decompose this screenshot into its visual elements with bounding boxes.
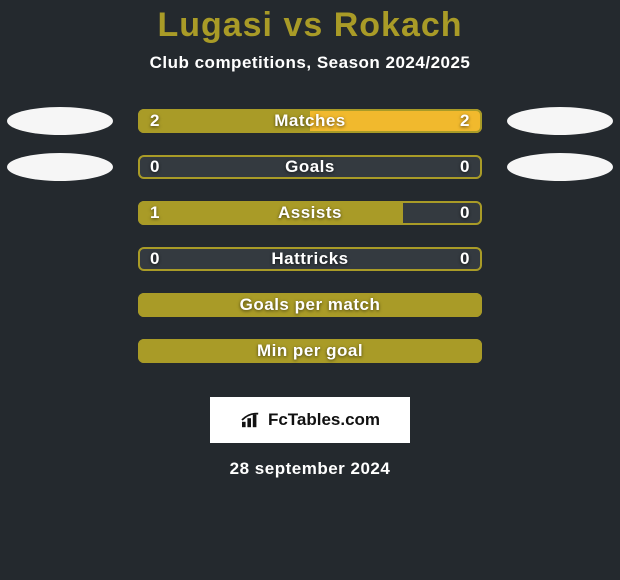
avatar-right [507, 153, 613, 181]
title-left: Lugasi [157, 6, 273, 44]
footer-logo: FcTables.com [210, 397, 410, 443]
stat-row: Min per goal [0, 339, 620, 385]
stat-name: Goals per match [138, 293, 482, 317]
stat-name: Assists [138, 201, 482, 225]
avatar-left [7, 153, 113, 181]
stat-name: Min per goal [138, 339, 482, 363]
title-vs: vs [273, 6, 334, 44]
stat-row: 00Hattricks [0, 247, 620, 293]
stat-row: 22Matches [0, 109, 620, 155]
stats-comparison: 22Matches00Goals10Assists00HattricksGoal… [0, 109, 620, 385]
stat-row: 00Goals [0, 155, 620, 201]
page-title: Lugasi vs Rokach [0, 0, 620, 45]
title-right: Rokach [334, 6, 463, 44]
footer-date: 28 september 2024 [0, 459, 620, 479]
avatar-right [507, 107, 613, 135]
footer-logo-text: FcTables.com [268, 410, 380, 430]
subtitle: Club competitions, Season 2024/2025 [0, 53, 620, 73]
stat-row: 10Assists [0, 201, 620, 247]
stat-name: Goals [138, 155, 482, 179]
stat-name: Matches [138, 109, 482, 133]
stat-row: Goals per match [0, 293, 620, 339]
stat-name: Hattricks [138, 247, 482, 271]
chart-icon [240, 411, 262, 429]
avatar-left [7, 107, 113, 135]
